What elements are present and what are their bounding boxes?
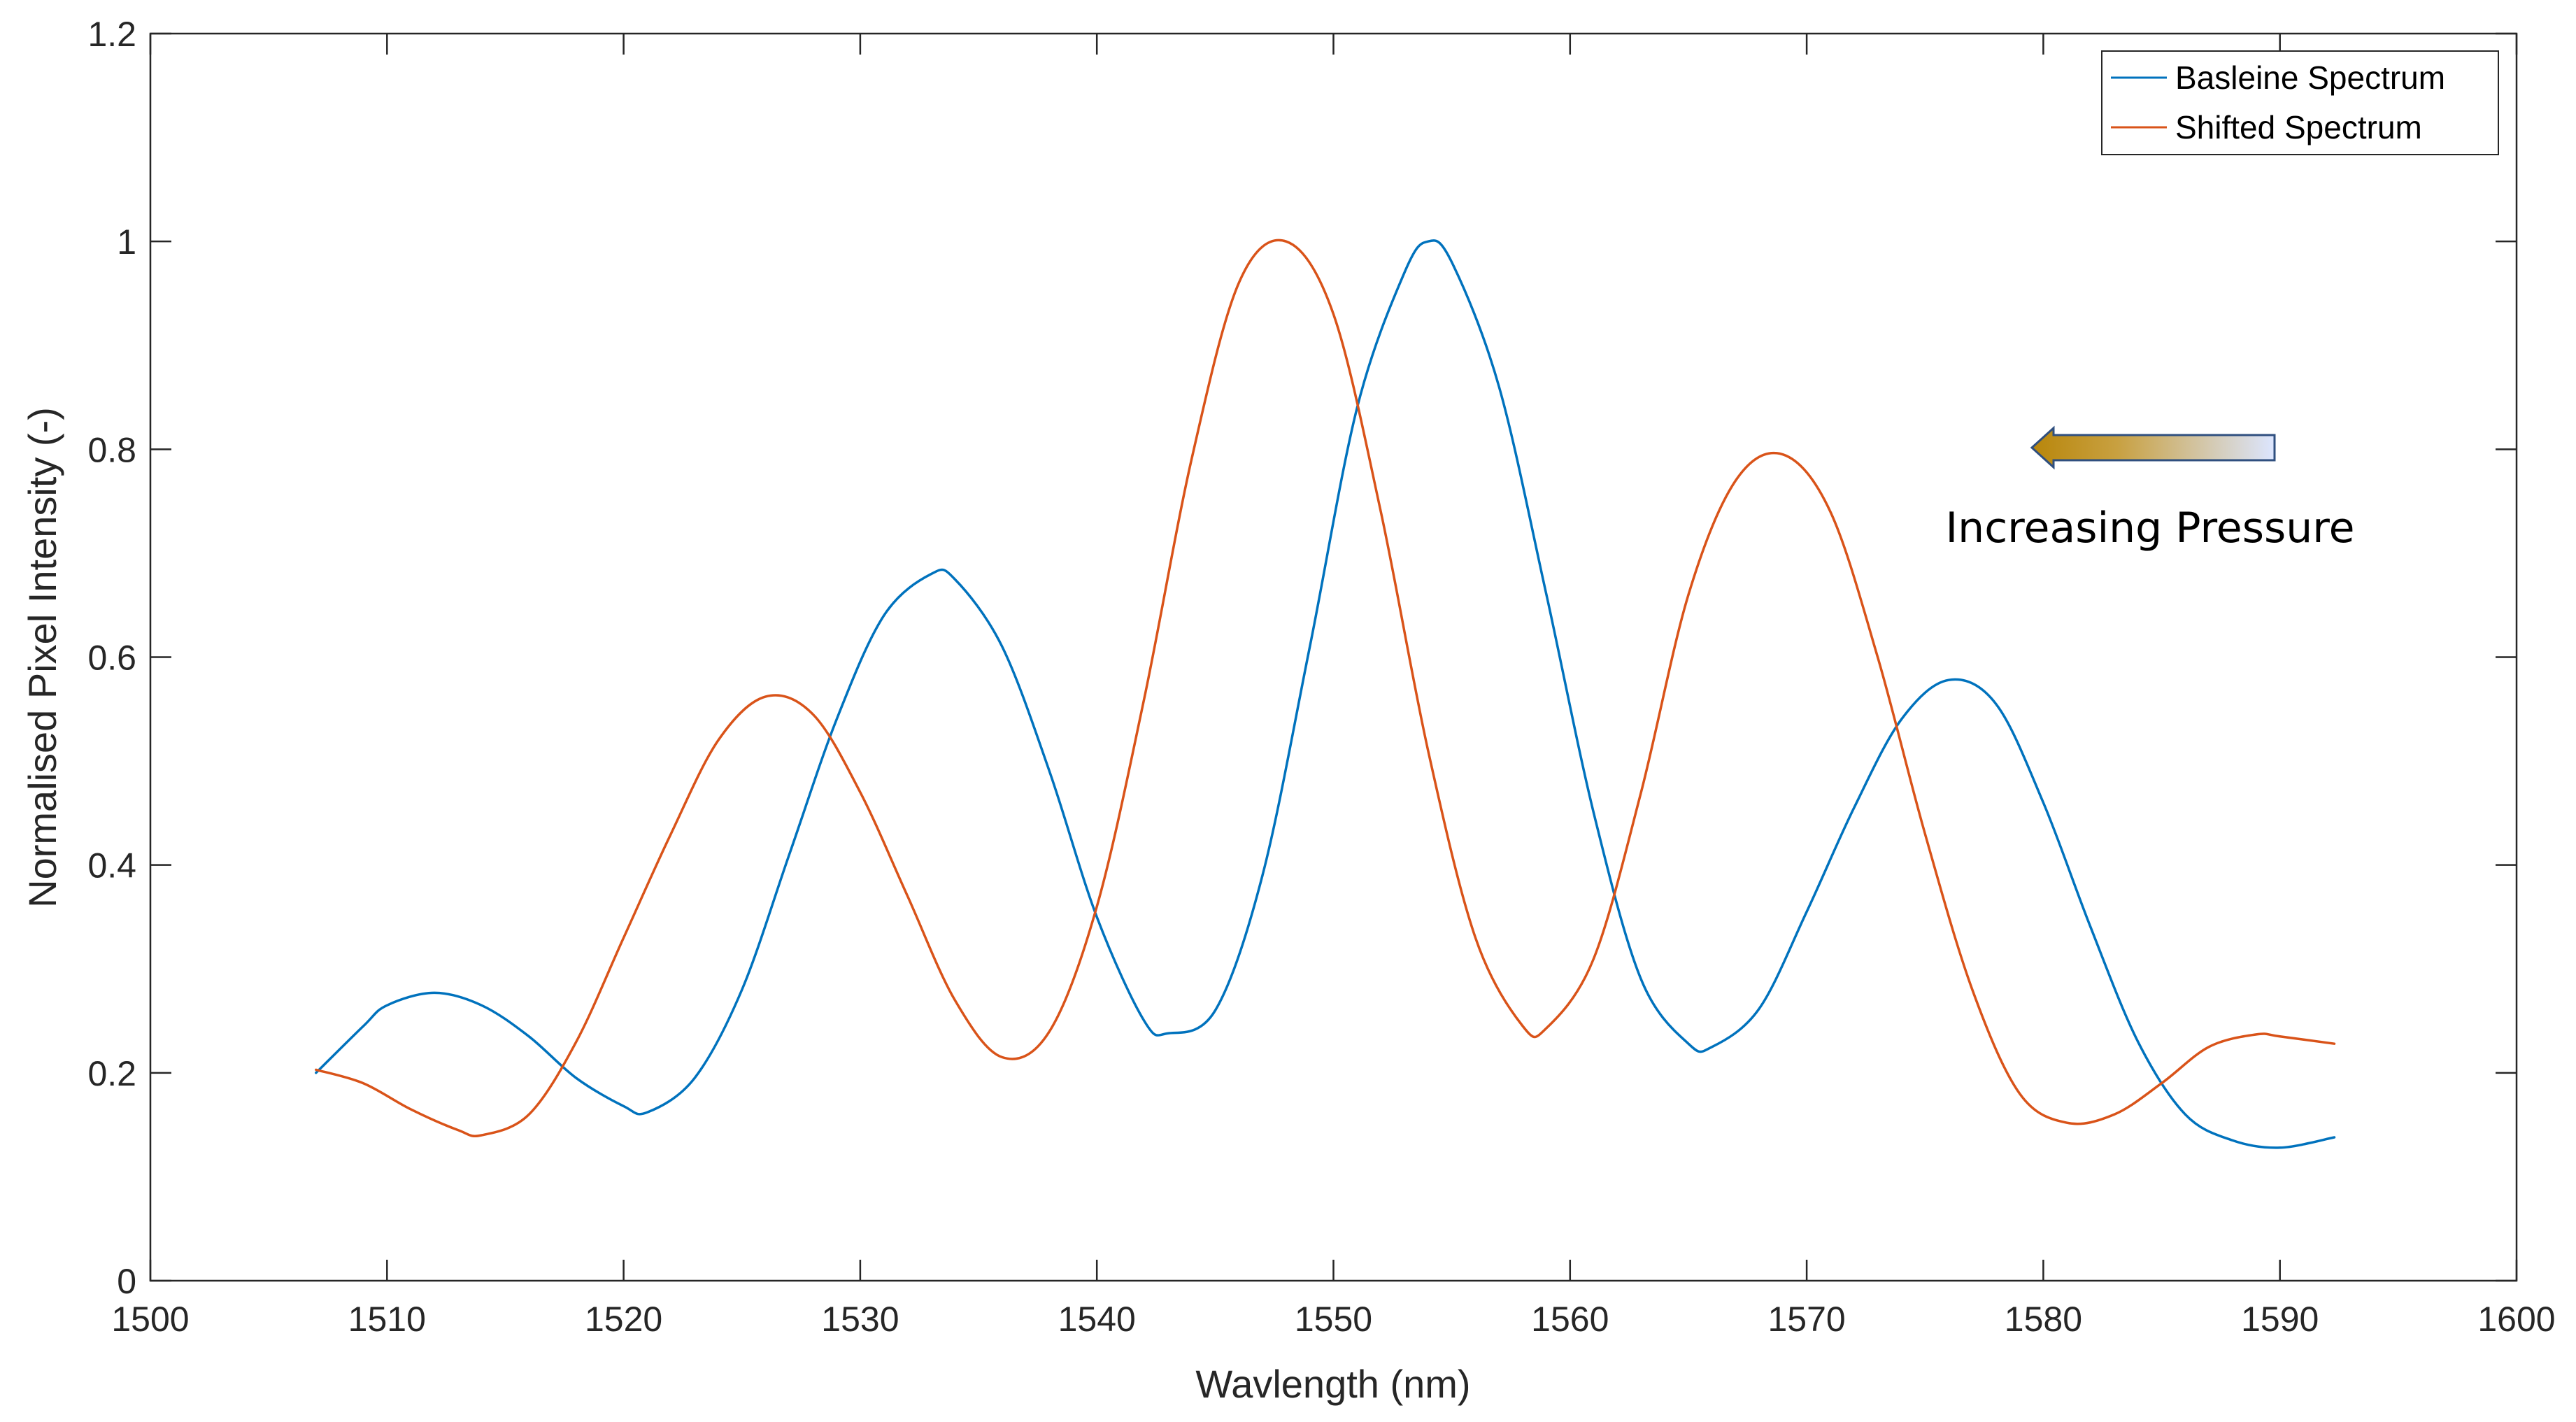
y-tick-label-6: 1.2 [87, 15, 136, 54]
y-tick-label-3: 0.6 [87, 639, 136, 678]
x-axis-label: Wavlength (nm) [1195, 1362, 1470, 1406]
ticks-layer: 1500 1510 1520 1530 1540 1550 1560 1570 1580 1590… [87, 15, 2555, 1339]
y-axis-label: Normalised Pixel Intensity (-) [20, 407, 64, 908]
x-tick-label-6: 1560 [1531, 1300, 1609, 1339]
x-tick-label-9: 1590 [2241, 1300, 2319, 1339]
legend-label-baseline: Basleine Spectrum [2175, 59, 2445, 96]
legend-box [2101, 50, 2499, 155]
y-tick-label-5: 1 [117, 222, 136, 262]
x-tick-label-8: 1580 [2005, 1300, 2082, 1339]
series-line-1 [315, 239, 2336, 1138]
pressure-annotation: Increasing Pressure [1945, 425, 2355, 553]
x-tick-label-3: 1530 [821, 1300, 899, 1339]
series-line-0 [315, 239, 2336, 1149]
x-tick-label-5: 1550 [1295, 1300, 1372, 1339]
y-tick-label-2: 0.4 [87, 846, 136, 886]
annotation-text: Increasing Pressure [1945, 504, 2354, 553]
x-tick-label-10: 1600 [2477, 1300, 2555, 1339]
legend-label-shifted: Shifted Spectrum [2175, 109, 2422, 145]
x-tick-label-2: 1520 [585, 1300, 662, 1339]
plot-area [149, 32, 2518, 1282]
x-tick-label-1: 1510 [348, 1300, 426, 1339]
y-tick-label-1: 0.2 [87, 1054, 136, 1093]
left-arrow-icon [2030, 425, 2276, 470]
x-tick-label-4: 1540 [1058, 1300, 1136, 1339]
x-tick-label-0: 1500 [111, 1300, 189, 1339]
y-tick-label-0: 0 [117, 1262, 136, 1301]
legend: Basleine Spectrum Shifted Spectrum [2101, 50, 2499, 155]
y-tick-label-4: 0.8 [87, 430, 136, 469]
series-layer [315, 239, 2336, 1149]
x-tick-label-7: 1570 [1767, 1300, 1845, 1339]
